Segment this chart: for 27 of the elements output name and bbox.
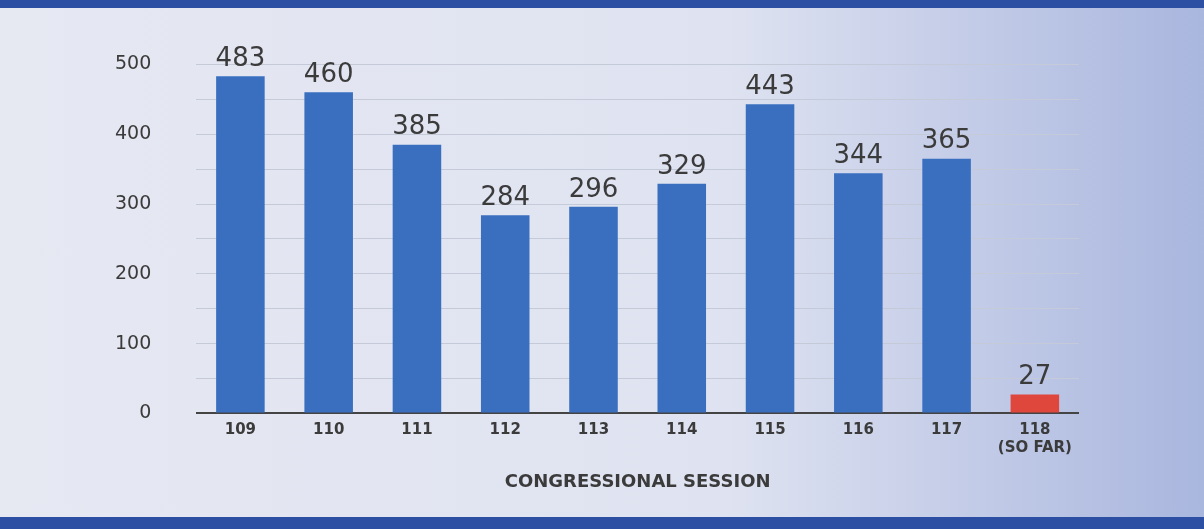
data-label: 443	[745, 69, 795, 100]
data-label: 27	[1018, 360, 1052, 391]
x-tick-label: 110	[313, 420, 345, 439]
y-tick-label: 300	[115, 190, 152, 213]
x-tick-label: 112	[489, 420, 521, 439]
data-label: 284	[480, 180, 531, 211]
x-tick-label: 111	[401, 420, 433, 439]
x-tick-label: 118 (SO FAR)	[997, 420, 1072, 457]
y-tick-label: 0	[139, 400, 152, 423]
data-label: 296	[568, 172, 619, 203]
y-tick-label: 400	[115, 121, 152, 144]
y-tick-label: 200	[115, 260, 152, 283]
x-axis-title: CONGRESSIONAL SESSION	[504, 469, 771, 491]
x-tick-label: 117	[930, 420, 963, 439]
y-tick-label: 100	[115, 330, 152, 353]
data-label: 460	[303, 58, 354, 89]
data-label: 483	[215, 42, 266, 73]
data-label: 385	[392, 110, 442, 141]
x-tick-label: 116	[842, 420, 874, 439]
y-tick-label: 500	[115, 51, 152, 74]
x-tick-label: 113	[577, 420, 610, 439]
data-label: 329	[656, 149, 707, 180]
x-tick-label: 114	[666, 420, 698, 439]
data-label: 365	[921, 124, 972, 155]
data-label: 344	[833, 139, 884, 170]
x-tick-label: 109	[224, 420, 257, 439]
x-tick-label: 115	[754, 420, 786, 439]
